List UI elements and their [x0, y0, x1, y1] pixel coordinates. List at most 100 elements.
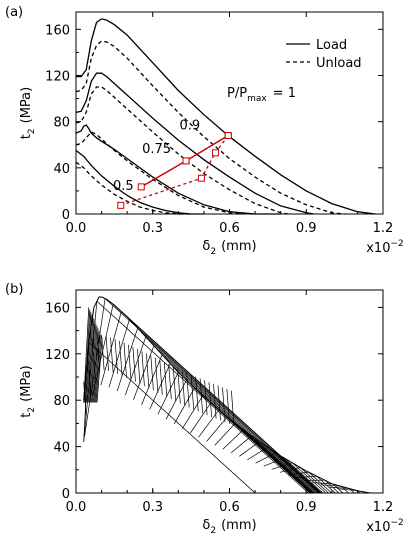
x-tick-label: 0.6 [219, 500, 240, 515]
x-tick-label: 0.3 [142, 500, 163, 515]
x-multiplier-exponent: −2 [390, 239, 403, 249]
early-cycle-path [190, 374, 195, 410]
y-tick-label: 80 [53, 394, 70, 409]
x-axis-label: δ2 (mm) [202, 518, 256, 536]
red-marker [224, 132, 232, 140]
x-label-symbol: δ [202, 239, 210, 254]
curves-b [83, 296, 371, 494]
x-multiplier-base: x10 [366, 241, 390, 256]
reload-path [124, 336, 147, 396]
unload-path [308, 471, 332, 494]
y-label-unit: (MPa) [19, 365, 34, 402]
reload-path [239, 441, 260, 457]
unload-path [88, 341, 256, 494]
x-tick-label: 0.0 [66, 500, 87, 515]
series-solid-ratio-0_9 [75, 72, 315, 215]
early-cycle-path [217, 385, 221, 421]
y-label-unit: (MPa) [19, 87, 34, 124]
unload-path [96, 300, 309, 494]
red-marker [117, 201, 125, 209]
unload-path [324, 479, 340, 494]
x-label-symbol: δ [202, 518, 210, 533]
curves-a [75, 18, 376, 215]
unload-path [235, 422, 313, 494]
ratio-label: 0.5 [113, 179, 134, 194]
y-tick-label: 120 [45, 348, 70, 363]
series-dashed-ratio-0_9 [75, 86, 289, 215]
reload-path [247, 446, 269, 461]
early-cycle-path [172, 366, 177, 402]
early-cycle-path [195, 376, 199, 412]
red-markers-a [117, 132, 232, 209]
reload-path [288, 471, 309, 476]
early-cycle-path [222, 387, 226, 423]
reload-path [336, 488, 358, 492]
early-cycle-path [186, 372, 190, 408]
unload-path [226, 416, 312, 494]
x-tick-label: 0.0 [66, 221, 87, 236]
early-cycle-path [128, 344, 132, 380]
unload-path [267, 446, 319, 494]
reload-path [141, 354, 163, 405]
y-tick-label: 0 [62, 208, 70, 223]
unload-path [251, 435, 315, 494]
early-cycle-path [132, 346, 136, 382]
envelope-curve [83, 296, 371, 494]
reload-path [84, 298, 106, 437]
y-tick-label: 120 [45, 69, 70, 84]
ratio-prefix: P/P [227, 86, 247, 101]
x-multiplier: x10−2 [366, 239, 404, 256]
early-cycle-path [105, 336, 109, 371]
x-tick-label: 0.9 [296, 221, 317, 236]
panel-label-a: (a) [5, 5, 23, 20]
series-dashed-ratio-1 [75, 40, 345, 215]
origin-band-path [93, 330, 100, 403]
x-tick-label: 1.2 [373, 221, 394, 236]
reload-path [157, 372, 179, 415]
early-cycle-path [110, 337, 114, 373]
unload-path [349, 488, 355, 494]
series-solid-ratio-0_5 [75, 149, 204, 215]
red-unload-line [120, 135, 229, 206]
early-cycle-path [231, 390, 235, 426]
reload-path [255, 452, 277, 464]
red-marker [197, 174, 205, 182]
early-cycle-path [123, 342, 127, 378]
y-tick-label: 40 [53, 441, 70, 456]
early-cycle-path [168, 364, 172, 400]
x-tick-label: 0.3 [142, 221, 163, 236]
y-tick-label: 0 [62, 487, 70, 502]
origin-band-path [91, 325, 98, 403]
reload-path [149, 363, 171, 410]
x-label-subscript: 2 [210, 526, 216, 536]
early-cycle-path [181, 370, 186, 406]
early-cycle-path [204, 380, 208, 416]
x-multiplier: x10−2 [366, 518, 404, 535]
reload-path [222, 429, 244, 450]
reload-path [190, 402, 212, 434]
y-tick-label: 160 [45, 23, 70, 38]
early-cycle-path [226, 388, 230, 424]
reload-path [312, 482, 334, 485]
origin-band-path [83, 307, 90, 403]
unload-path [275, 452, 321, 494]
series-dashed-ratio-0_75 [75, 131, 256, 215]
early-cycle-path [159, 359, 163, 395]
plot-frame [75, 289, 384, 494]
ratio-annotation: P/Pmax = 1 [227, 86, 296, 104]
reload-path [116, 327, 138, 392]
x-axis-label: δ2 (mm) [202, 239, 256, 257]
reload-path [173, 387, 195, 425]
early-cycle-path [154, 357, 159, 393]
y-label-symbol: t [19, 413, 34, 418]
axes-a [75, 11, 384, 215]
series-solid-ratio-1 [76, 18, 376, 215]
y-tick-label: 80 [53, 116, 70, 131]
x-multiplier-exponent: −2 [390, 518, 403, 528]
origin-band-path [96, 337, 103, 403]
origin-band-path [90, 323, 97, 403]
early-cycle-path [150, 355, 154, 391]
x-tick-label: 0.9 [296, 500, 317, 515]
early-cycle-path [177, 368, 181, 404]
